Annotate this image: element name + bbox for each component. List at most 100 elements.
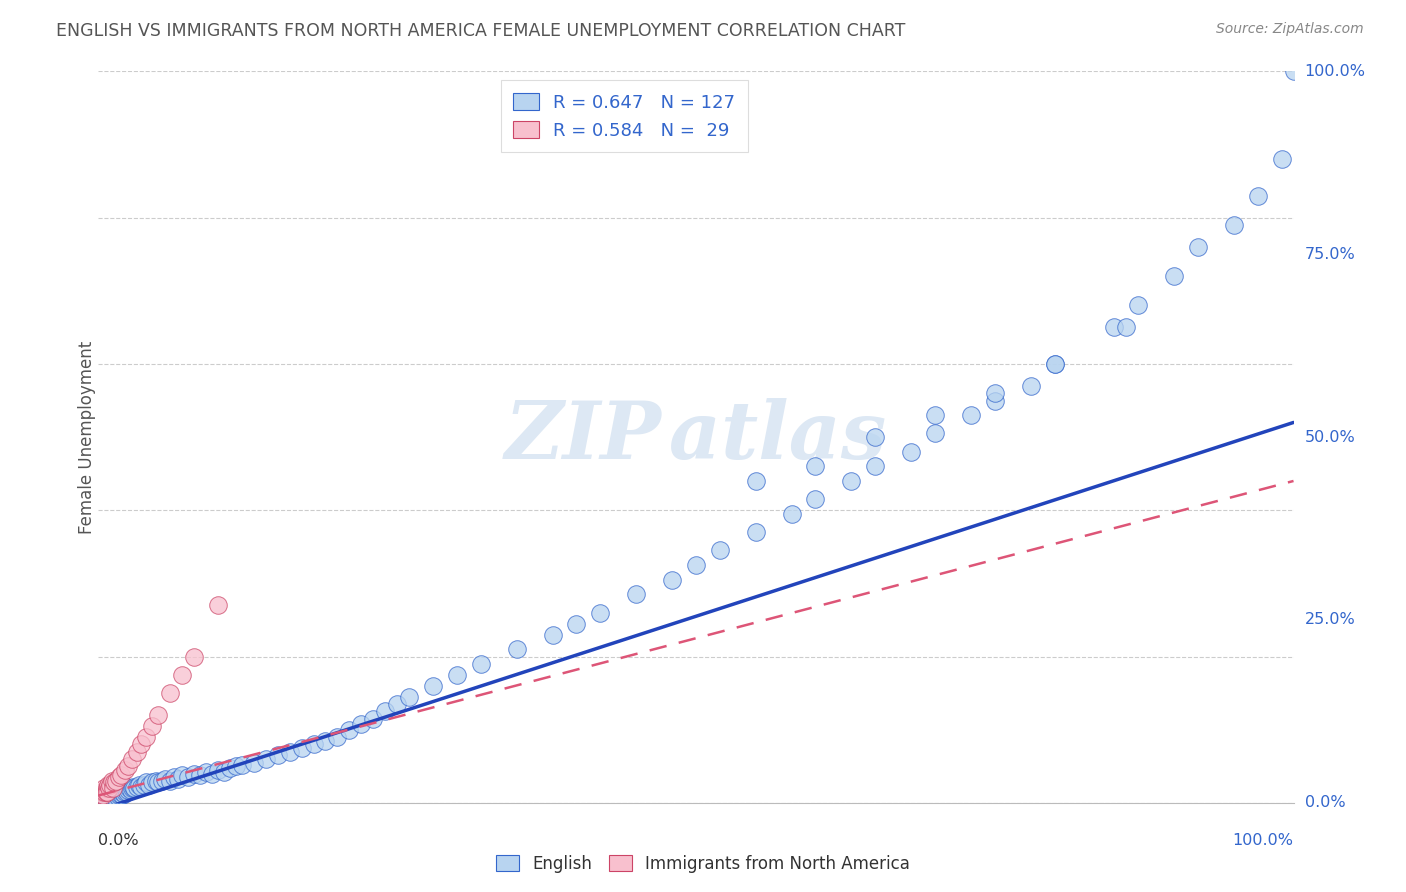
Point <box>1187 240 1209 254</box>
Point <box>1282 64 1305 78</box>
Text: 50.0%: 50.0% <box>1305 430 1355 444</box>
Point <box>115 782 138 797</box>
Point <box>132 778 155 792</box>
Text: ZIP atlas: ZIP atlas <box>505 399 887 475</box>
Point <box>121 781 143 796</box>
Point <box>374 705 396 719</box>
Point <box>150 773 173 788</box>
Point <box>254 752 277 766</box>
Text: 25.0%: 25.0% <box>1305 613 1355 627</box>
Point <box>422 679 444 693</box>
Point <box>105 773 128 788</box>
Point <box>104 789 127 804</box>
Point <box>98 778 122 792</box>
Point <box>984 393 1007 408</box>
Point <box>107 789 129 803</box>
Point <box>326 730 349 744</box>
Point <box>661 573 683 587</box>
Point <box>201 766 224 780</box>
Point <box>112 787 135 801</box>
Point <box>117 759 139 773</box>
Point <box>780 507 803 521</box>
Point <box>172 768 194 782</box>
Point <box>231 757 253 772</box>
Point <box>97 778 120 792</box>
Legend: R = 0.647   N = 127, R = 0.584   N =  29: R = 0.647 N = 127, R = 0.584 N = 29 <box>501 80 748 153</box>
Point <box>350 716 373 731</box>
Point <box>101 787 124 801</box>
Point <box>207 763 229 777</box>
Point <box>114 763 136 777</box>
Point <box>91 792 114 806</box>
Point <box>302 737 325 751</box>
Point <box>159 686 181 700</box>
Point <box>115 785 138 799</box>
Text: ENGLISH VS IMMIGRANTS FROM NORTH AMERICA FEMALE UNEMPLOYMENT CORRELATION CHART: ENGLISH VS IMMIGRANTS FROM NORTH AMERICA… <box>56 22 905 40</box>
Point <box>1271 152 1294 166</box>
Text: 100.0%: 100.0% <box>1233 833 1294 848</box>
Point <box>90 792 112 806</box>
Point <box>841 474 863 488</box>
Point <box>470 657 492 671</box>
Point <box>1247 188 1270 202</box>
Point <box>506 642 529 657</box>
Legend: English, Immigrants from North America: English, Immigrants from North America <box>489 848 917 880</box>
Point <box>207 599 229 613</box>
Point <box>1223 218 1246 232</box>
Point <box>685 558 707 573</box>
Point <box>98 789 122 804</box>
Point <box>110 785 132 799</box>
Point <box>145 773 167 788</box>
Point <box>865 430 887 444</box>
Point <box>93 785 115 799</box>
Point <box>291 740 314 755</box>
Point <box>104 785 127 799</box>
Point <box>111 789 134 803</box>
Y-axis label: Female Unemployment: Female Unemployment <box>79 341 96 533</box>
Point <box>745 525 768 540</box>
Point <box>101 781 124 796</box>
Point <box>1128 298 1150 312</box>
Point <box>188 768 211 782</box>
Point <box>108 787 131 801</box>
Point <box>107 789 129 804</box>
Point <box>110 768 132 782</box>
Point <box>172 667 194 681</box>
Point <box>278 745 301 759</box>
Point <box>183 766 205 780</box>
Point <box>148 708 170 723</box>
Point <box>98 785 122 799</box>
Text: Source: ZipAtlas.com: Source: ZipAtlas.com <box>1216 22 1364 37</box>
Point <box>135 775 157 789</box>
Point <box>98 792 122 806</box>
Point <box>267 748 290 763</box>
Point <box>1163 269 1185 284</box>
Point <box>96 789 118 803</box>
Point <box>93 792 115 806</box>
Point <box>243 756 266 770</box>
Point <box>363 712 385 726</box>
Point <box>90 789 112 803</box>
Point <box>91 792 114 806</box>
Point <box>96 792 118 806</box>
Point <box>124 781 146 796</box>
Point <box>93 789 115 803</box>
Point <box>1019 379 1042 393</box>
Point <box>96 785 118 799</box>
Point <box>128 778 150 792</box>
Point <box>141 719 163 733</box>
Point <box>865 459 887 474</box>
Point <box>101 789 124 804</box>
Point <box>183 649 205 664</box>
Point <box>125 780 148 794</box>
Point <box>315 733 337 747</box>
Point <box>94 789 117 804</box>
Point <box>163 770 186 784</box>
Point <box>118 781 141 796</box>
Point <box>589 606 612 620</box>
Point <box>91 789 114 803</box>
Point <box>94 785 117 799</box>
Point <box>107 770 129 784</box>
Point <box>111 785 134 799</box>
Point <box>100 785 122 799</box>
